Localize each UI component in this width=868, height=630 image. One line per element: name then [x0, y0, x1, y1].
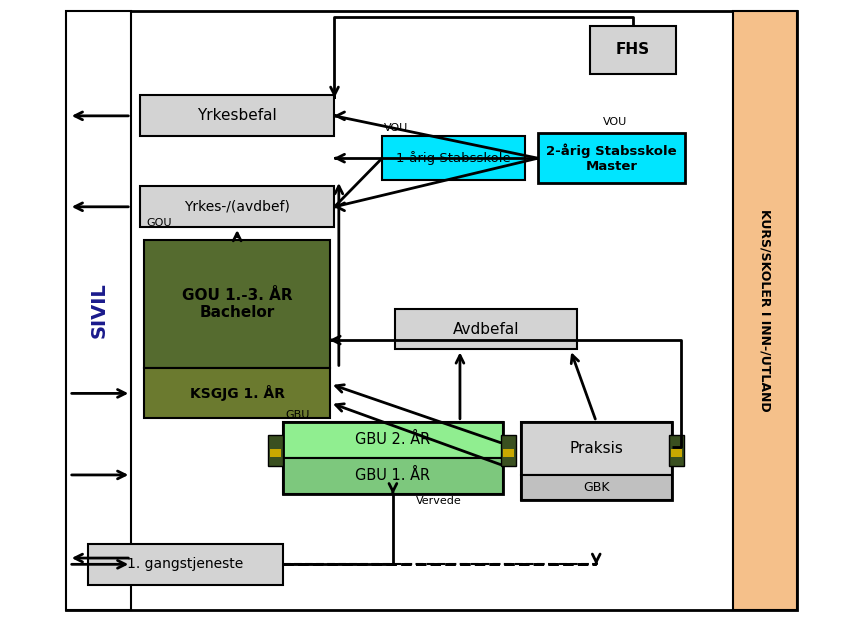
- Text: GBK: GBK: [583, 481, 609, 494]
- FancyBboxPatch shape: [283, 421, 503, 457]
- FancyBboxPatch shape: [521, 475, 672, 500]
- Text: FHS: FHS: [616, 42, 650, 57]
- FancyBboxPatch shape: [503, 449, 515, 457]
- Text: Yrkes-/(avdbef): Yrkes-/(avdbef): [184, 200, 290, 214]
- FancyBboxPatch shape: [140, 96, 334, 136]
- FancyBboxPatch shape: [521, 421, 672, 475]
- FancyBboxPatch shape: [144, 369, 330, 418]
- FancyBboxPatch shape: [140, 186, 334, 227]
- Text: Avdbefal: Avdbefal: [453, 321, 519, 336]
- Text: GBU 1. ÅR: GBU 1. ÅR: [355, 468, 431, 483]
- FancyBboxPatch shape: [538, 133, 685, 183]
- FancyBboxPatch shape: [733, 11, 798, 610]
- FancyBboxPatch shape: [268, 435, 283, 466]
- FancyBboxPatch shape: [589, 26, 676, 74]
- FancyBboxPatch shape: [382, 136, 525, 180]
- Text: KURS/SKOLER I INN-/UTLAND: KURS/SKOLER I INN-/UTLAND: [759, 209, 772, 411]
- FancyBboxPatch shape: [144, 240, 330, 369]
- FancyBboxPatch shape: [395, 309, 576, 350]
- Text: GBU: GBU: [286, 410, 310, 420]
- Text: KSGJG 1. ÅR: KSGJG 1. ÅR: [190, 386, 285, 401]
- Text: VOU: VOU: [602, 117, 627, 127]
- FancyBboxPatch shape: [671, 449, 682, 457]
- FancyBboxPatch shape: [66, 11, 131, 610]
- Text: GOU: GOU: [147, 219, 172, 229]
- FancyBboxPatch shape: [66, 11, 798, 610]
- Text: Yrkesbefal: Yrkesbefal: [197, 108, 277, 123]
- Text: SIVIL: SIVIL: [89, 282, 108, 338]
- Text: Vervede: Vervede: [416, 496, 461, 506]
- Text: 1. gangstjeneste: 1. gangstjeneste: [127, 558, 243, 571]
- Text: VOU: VOU: [384, 123, 408, 133]
- FancyBboxPatch shape: [283, 457, 503, 494]
- Text: GOU 1.-3. ÅR
Bachelor: GOU 1.-3. ÅR Bachelor: [182, 288, 293, 320]
- Text: 2-årig Stabsskole
Master: 2-årig Stabsskole Master: [546, 144, 677, 173]
- FancyBboxPatch shape: [502, 435, 516, 466]
- Text: 1-årig Stabsskole: 1-årig Stabsskole: [396, 151, 511, 165]
- FancyBboxPatch shape: [669, 435, 684, 466]
- Text: GBU 2. ÅR: GBU 2. ÅR: [355, 432, 431, 447]
- FancyBboxPatch shape: [270, 449, 281, 457]
- Text: Praksis: Praksis: [569, 441, 623, 455]
- FancyBboxPatch shape: [88, 544, 283, 585]
